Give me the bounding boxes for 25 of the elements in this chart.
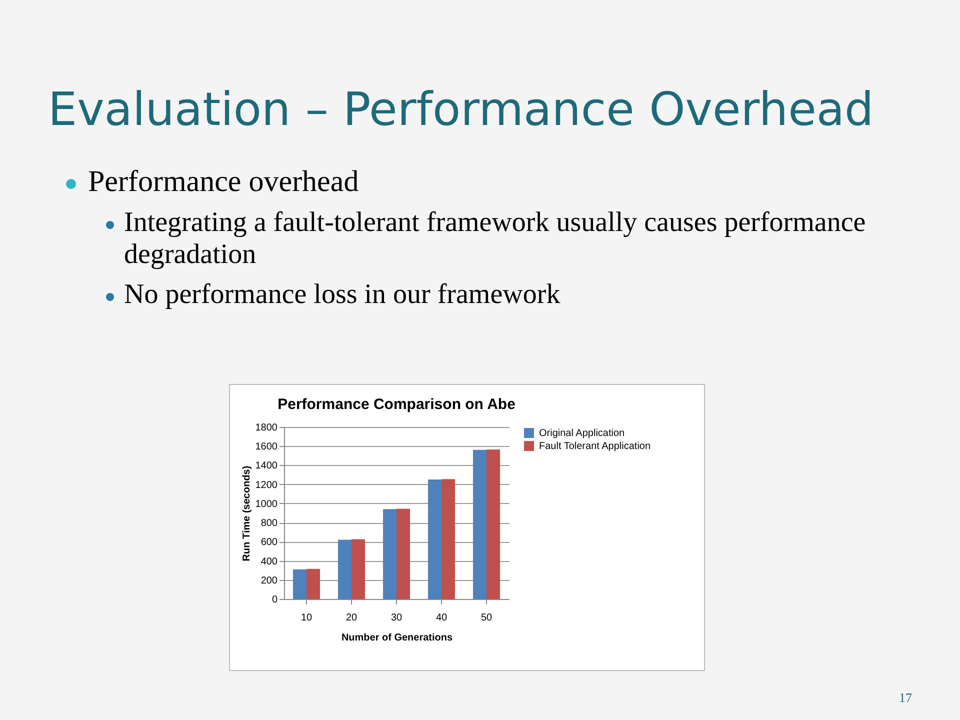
y-tick-label: 600 <box>260 537 278 548</box>
y-tick-label: 0 <box>272 594 278 606</box>
x-tick-label: 50 <box>480 612 492 624</box>
y-tick-label: 200 <box>260 575 278 586</box>
y-tick-label: 1600 <box>255 442 278 453</box>
y-tick-label: 800 <box>260 518 278 530</box>
text: Performance overhead <box>88 165 884 199</box>
x-tick-label: 30 <box>390 612 402 624</box>
text: 17 <box>899 690 912 706</box>
text: Evaluation – Performance Overhead <box>48 82 874 136</box>
y-axis-title: Run Time (seconds) <box>241 466 252 562</box>
y-tick-label: 400 <box>260 556 278 568</box>
y-tick-label: 1400 <box>255 460 278 472</box>
chart-title: Performance Comparison on Abe <box>278 396 516 413</box>
y-tick-label: 1200 <box>255 480 278 491</box>
x-tick-label: 10 <box>300 612 312 624</box>
text: Integrating a fault-tolerant framework usually causes performance degradation <box>124 207 884 271</box>
y-tick-label: 1000 <box>255 498 278 510</box>
legend-label: Fault Tolerant Application <box>539 441 651 452</box>
x-tick-label: 40 <box>436 612 448 624</box>
y-tick-label: 1800 <box>255 422 278 434</box>
legend-label: Original Application <box>539 428 625 439</box>
text: No performance loss in our framework <box>124 279 884 311</box>
x-axis-title: Number of Generations <box>341 632 453 644</box>
x-tick-label: 20 <box>346 612 358 624</box>
